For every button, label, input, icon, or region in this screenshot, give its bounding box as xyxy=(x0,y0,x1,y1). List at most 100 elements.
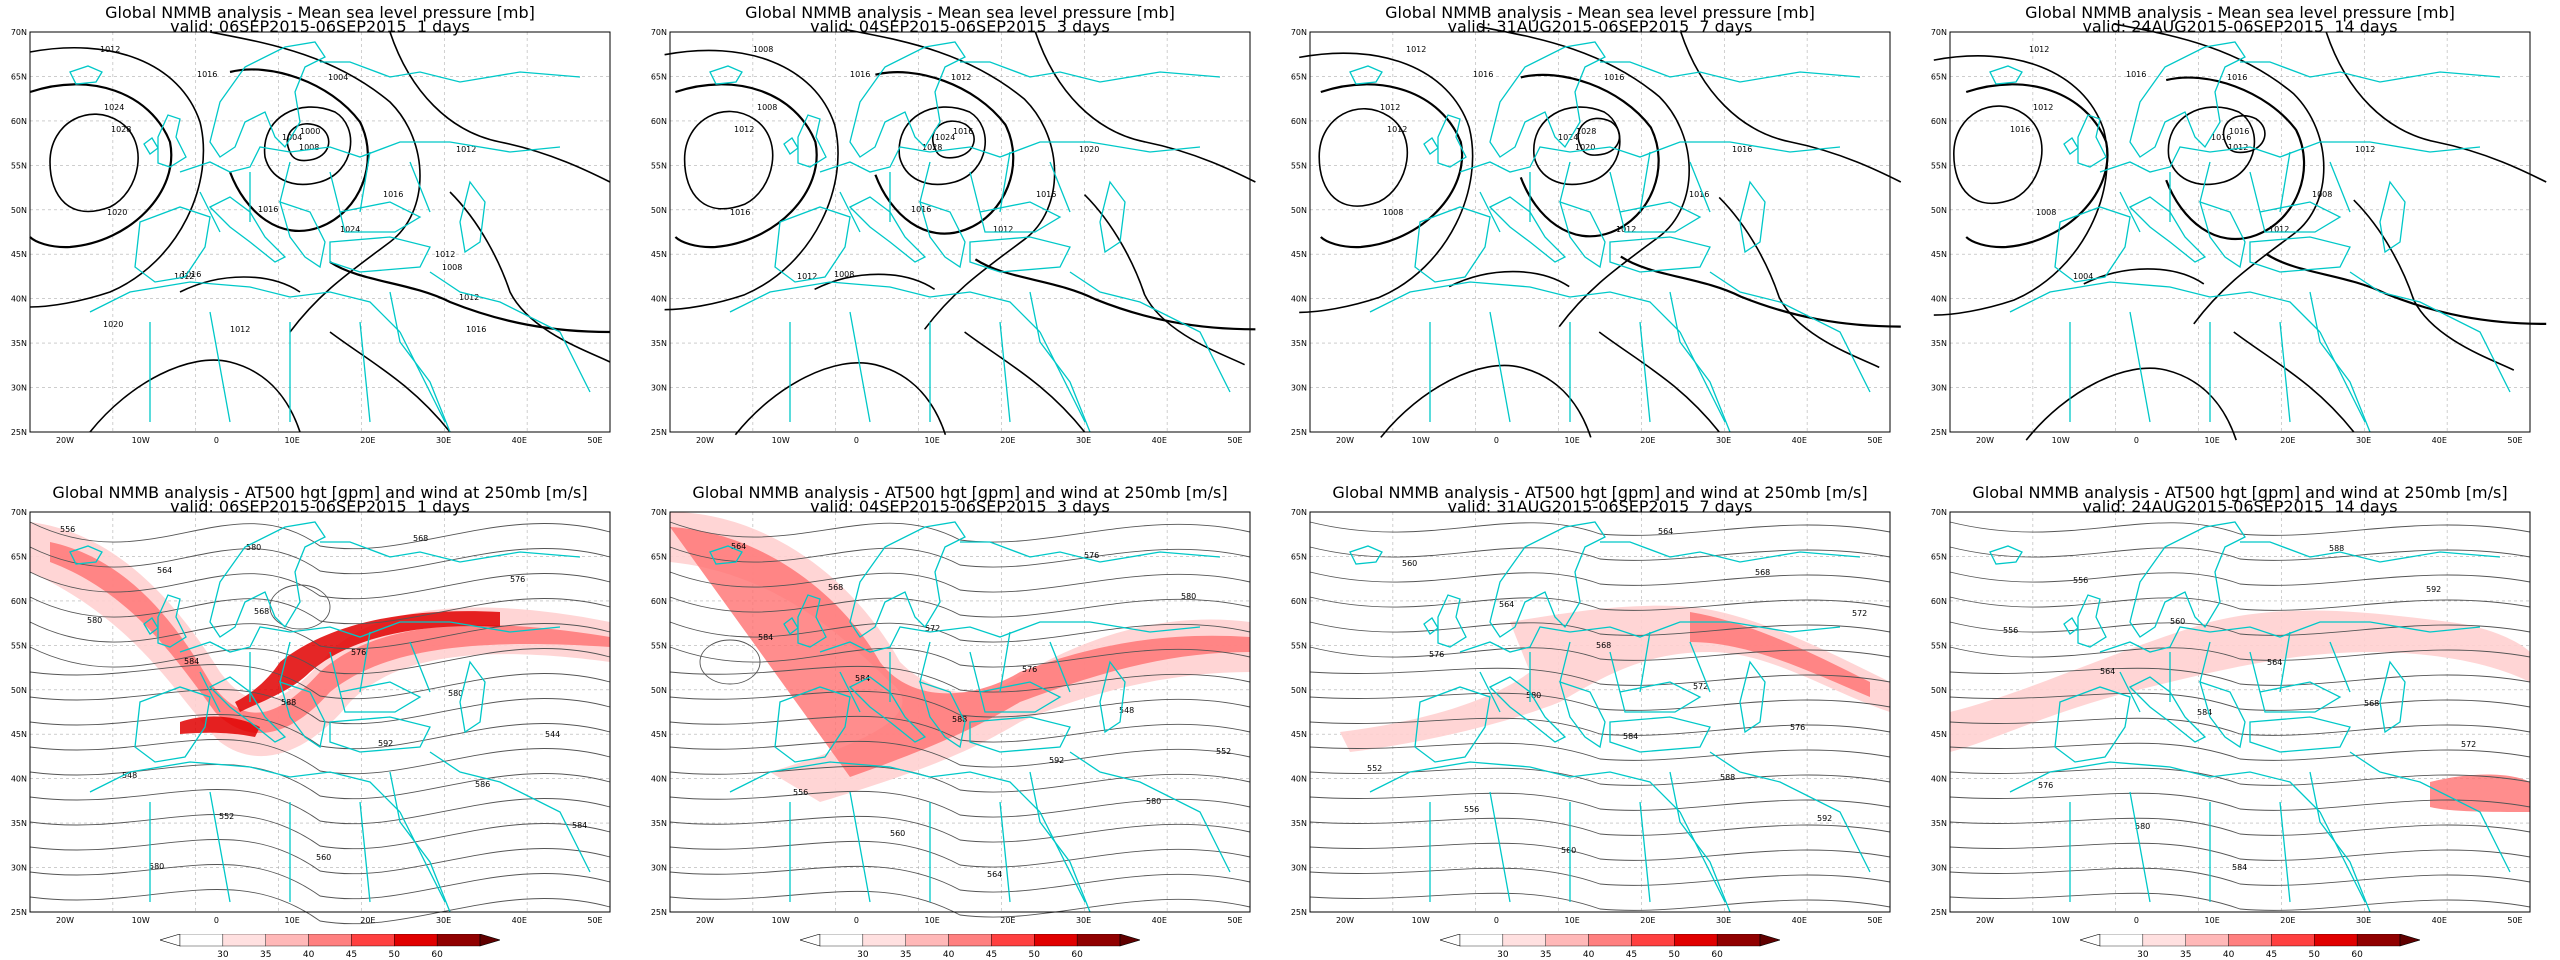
contour-label: 564 xyxy=(987,870,1002,879)
jet-shading xyxy=(670,512,1250,802)
isobar-label: 1020 xyxy=(107,208,127,217)
contour-label: 556 xyxy=(2073,576,2088,585)
isobar-label: 1024 xyxy=(935,133,955,142)
contour-label: 560 xyxy=(2170,617,2185,626)
lat-tick-label: 65N xyxy=(651,72,667,81)
lat-tick-label: 70N xyxy=(11,508,27,517)
panel-title: Global NMMB analysis - AT500 hgt [gpm] a… xyxy=(1972,483,2508,502)
map-canvas: 5565605645685725765805845885925565645847… xyxy=(1931,508,2531,925)
lat-tick-label: 60N xyxy=(1291,117,1307,126)
colorbar-tick-label: 40 xyxy=(2223,950,2235,960)
isobar-label: 1012 xyxy=(230,325,250,334)
lat-tick-label: 50N xyxy=(1931,206,1947,215)
panel-valid-period: valid: 24AUG2015-06SEP2015 14 days xyxy=(2082,17,2398,36)
lon-tick-label: 40E xyxy=(1792,436,1807,445)
colorbar-tick-label: 45 xyxy=(986,950,997,960)
lat-tick-label: 55N xyxy=(651,161,667,170)
contour-label: 576 xyxy=(1022,665,1037,674)
isobar-label: 1020 xyxy=(1079,145,1099,154)
lat-tick-label: 70N xyxy=(651,508,667,517)
isobar-label: 1028 xyxy=(111,125,131,134)
lat-tick-label: 60N xyxy=(1931,597,1947,606)
contour-label: 568 xyxy=(413,534,428,543)
colorbar-tick-label: 35 xyxy=(2180,950,2191,960)
contour-label: 580 xyxy=(1526,691,1541,700)
contour-label: 548 xyxy=(1119,706,1134,715)
lon-tick-label: 20E xyxy=(2280,916,2295,925)
lon-tick-label: 20E xyxy=(1640,436,1655,445)
lon-tick-label: 40E xyxy=(2432,436,2447,445)
contour-label: 592 xyxy=(378,739,393,748)
contour-label: 576 xyxy=(351,648,366,657)
colorbar-bin xyxy=(1545,934,1589,947)
lon-tick-label: 20W xyxy=(696,916,714,925)
isobar-label: 1012 xyxy=(2355,145,2375,154)
lat-tick-label: 45N xyxy=(651,250,667,259)
lat-tick-label: 55N xyxy=(1291,161,1307,170)
lon-tick-label: 50E xyxy=(587,916,602,925)
lat-tick-label: 55N xyxy=(11,641,27,650)
lon-tick-label: 10W xyxy=(2052,436,2070,445)
isobar-label: 1008 xyxy=(834,270,854,279)
lat-tick-label: 65N xyxy=(1291,72,1307,81)
lon-tick-label: 30E xyxy=(1076,916,1091,925)
lat-tick-label: 60N xyxy=(11,117,27,126)
colorbar-bin xyxy=(308,934,352,947)
colorbar-tick-label: 50 xyxy=(1029,950,1041,960)
contour-label: 576 xyxy=(510,575,525,584)
coastlines xyxy=(1989,41,2511,433)
coastlines xyxy=(1349,521,1871,913)
lon-tick-label: 20W xyxy=(1336,436,1354,445)
lat-tick-label: 35N xyxy=(651,819,667,828)
lat-tick-label: 40N xyxy=(1931,295,1947,304)
lon-tick-label: 10E xyxy=(285,436,300,445)
isobar-label: 1008 xyxy=(753,45,773,54)
coastlines xyxy=(709,521,1231,913)
map-canvas: 560 564 568 572 576 552 556 560 564 568 572 576 580 5… xyxy=(1291,508,1891,925)
colorbar-tick-label: 30 xyxy=(217,950,229,960)
isobar-label: 1012 xyxy=(1387,125,1407,134)
colorbar-tick-label: 35 xyxy=(1540,950,1551,960)
isobar-label: 1016 xyxy=(2227,73,2247,82)
isobar-label: 1016 xyxy=(730,208,750,217)
z500-wind-panel: 556 560 564 568 572 576 580 584 588 592 556 564 584 7… xyxy=(1920,480,2560,960)
contour-label: 580 xyxy=(87,616,102,625)
isobar-label: 1016 xyxy=(2229,127,2249,136)
lat-tick-label: 70N xyxy=(1291,508,1307,517)
lon-tick-label: 50E xyxy=(1227,436,1242,445)
lon-tick-label: 10E xyxy=(2205,916,2220,925)
lat-tick-label: 30N xyxy=(11,384,27,393)
colorbar-2: 30 35 40 45 50 60 xyxy=(800,934,1140,960)
lon-tick-label: 10W xyxy=(132,436,150,445)
lat-tick-label: 25N xyxy=(1291,428,1307,437)
colorbar-bin xyxy=(991,934,1035,947)
lat-tick-label: 50N xyxy=(651,686,667,695)
contour-label: 584 xyxy=(855,674,870,683)
lat-tick-label: 25N xyxy=(11,428,27,437)
panel-title: Global NMMB analysis - Mean sea level pr… xyxy=(2025,3,2455,22)
lat-tick-label: 65N xyxy=(651,552,667,561)
isobar-label: 1008 xyxy=(2036,208,2056,217)
lon-tick-label: 50E xyxy=(2507,916,2522,925)
contour-label: 588 xyxy=(2329,544,2344,553)
lon-tick-label: 30E xyxy=(436,916,451,925)
lat-tick-label: 30N xyxy=(1291,384,1307,393)
colorbar-tick-label: 50 xyxy=(389,950,401,960)
colorbar-bin xyxy=(2356,934,2401,947)
contour-labels: 564 568 572 576 548 552 556 560 564 576 580 584 584 5… xyxy=(731,542,1231,879)
lat-tick-label: 35N xyxy=(11,339,27,348)
z500-wind-panel: 560 564 568 572 576 552 556 560 564 568 572 576 580 5… xyxy=(1280,480,1920,960)
contour-label: 572 xyxy=(1852,609,1867,618)
contour-label: 552 xyxy=(1216,747,1231,756)
lat-tick-label: 50N xyxy=(11,686,27,695)
panel-valid-period: valid: 31AUG2015-06SEP2015 7 days xyxy=(1447,497,1753,516)
contour-label: 576 xyxy=(2038,781,2053,790)
lat-tick-label: 65N xyxy=(1291,552,1307,561)
lat-tick-label: 45N xyxy=(1931,250,1947,259)
map-grid xyxy=(1310,32,1890,432)
lat-tick-label: 30N xyxy=(1931,864,1947,873)
contour-label: 556 xyxy=(793,788,808,797)
isobar-label: 1012 xyxy=(100,45,120,54)
